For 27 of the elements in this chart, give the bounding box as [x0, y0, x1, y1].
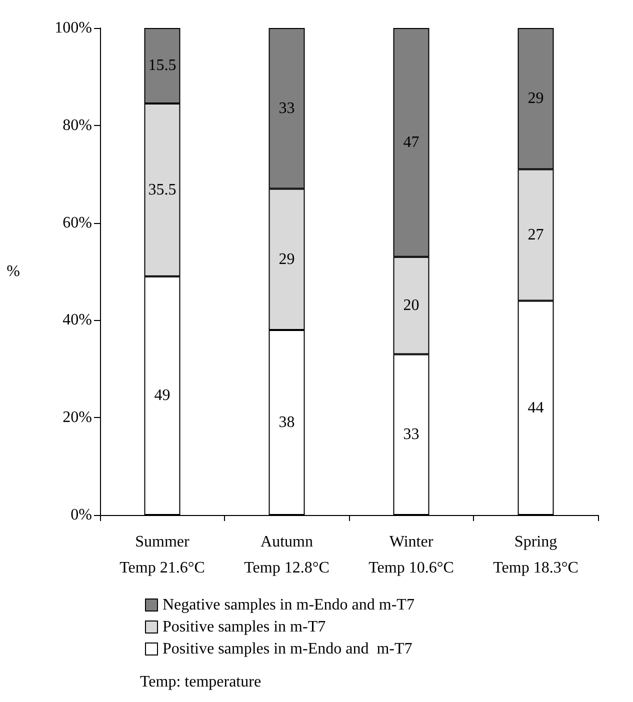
x-tick-label: Winter Temp 10.6°C	[368, 534, 454, 576]
x-tick-label: Summer Temp 21.6°C	[120, 534, 205, 576]
y-tick-label: 100%	[54, 20, 92, 36]
data-label: 49	[154, 387, 170, 404]
y-tick-label: 20%	[62, 409, 92, 426]
data-label: 29	[528, 90, 544, 108]
data-label: 29	[278, 250, 295, 268]
data-label: 20	[403, 297, 420, 314]
data-label: 27	[528, 226, 544, 244]
data-label: 33	[403, 426, 420, 444]
data-label: 47	[403, 134, 420, 151]
x-tick-label: Autumn Temp 12.8°C	[244, 534, 330, 576]
legend-label: Positive samples in m-Endo and m-T7	[162, 640, 412, 658]
y-tick-label: 60%	[62, 214, 92, 232]
legend-label: Positive samples in m-T7	[162, 618, 326, 636]
text: Temp: temperature	[140, 674, 262, 690]
data-label: 15.5	[148, 57, 176, 74]
data-label: 35.5	[148, 181, 176, 198]
data-label: 33	[278, 100, 295, 117]
x-tick-label: Spring Temp 18.3°C	[493, 534, 578, 576]
y-tick-label: 0%	[70, 506, 92, 524]
data-label: 38	[278, 414, 295, 431]
legend-label: Negative samples in m-Endo and m-T7	[162, 596, 414, 614]
data-label: 44	[528, 399, 544, 416]
y-tick-label: 80%	[62, 116, 92, 134]
y-tick-label: 40%	[62, 312, 92, 329]
y-axis-title: %	[6, 263, 20, 280]
